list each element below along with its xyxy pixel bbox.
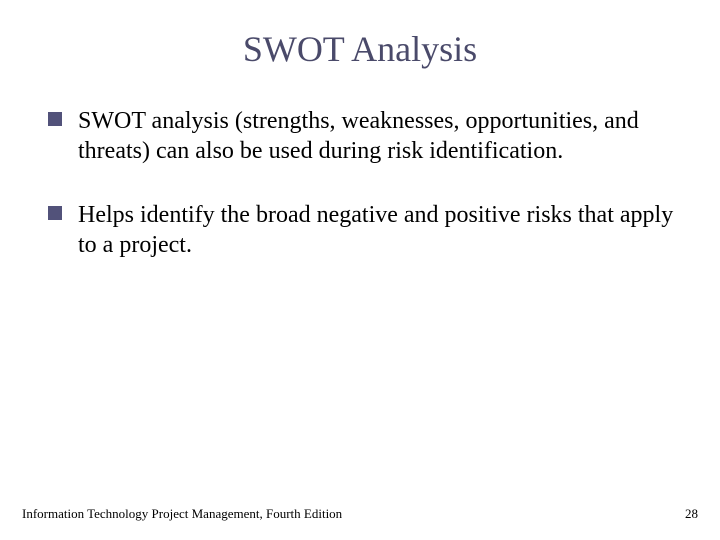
list-item: SWOT analysis (strengths, weaknesses, op… — [48, 106, 680, 166]
square-bullet-icon — [48, 206, 62, 220]
footer-text: Information Technology Project Managemen… — [22, 506, 342, 522]
slide-title: SWOT Analysis — [40, 28, 680, 70]
square-bullet-icon — [48, 112, 62, 126]
bullet-text: Helps identify the broad negative and po… — [78, 202, 673, 258]
slide: SWOT Analysis SWOT analysis (strengths, … — [0, 0, 720, 540]
list-item: Helps identify the broad negative and po… — [48, 200, 680, 260]
bullet-text: SWOT analysis (strengths, weaknesses, op… — [78, 108, 639, 164]
page-number: 28 — [685, 506, 698, 522]
bullet-list: SWOT analysis (strengths, weaknesses, op… — [40, 106, 680, 260]
